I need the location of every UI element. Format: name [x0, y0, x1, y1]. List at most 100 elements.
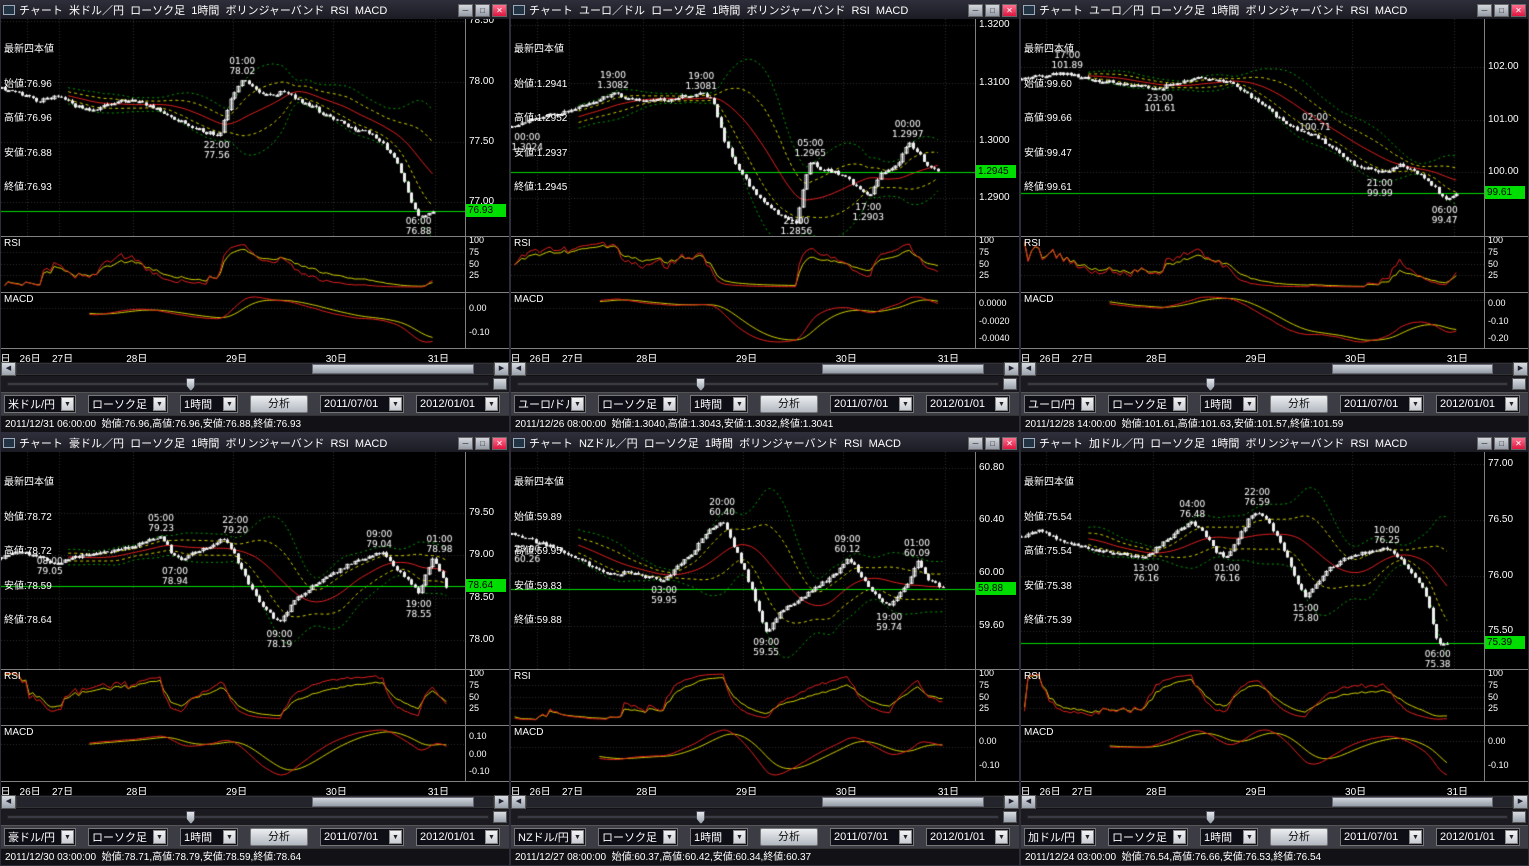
- h-scrollbar[interactable]: ◀ ▶: [1, 795, 509, 809]
- dropdown-arrow-icon[interactable]: ▼: [899, 830, 912, 844]
- analyze-button[interactable]: 分析: [250, 395, 308, 413]
- zoom-slider[interactable]: [1, 809, 509, 825]
- main-chart-canvas[interactable]: [511, 19, 975, 236]
- dropdown-arrow-icon[interactable]: ▼: [1173, 397, 1186, 411]
- scroll-left-button[interactable]: ◀: [511, 795, 526, 809]
- date-from-select[interactable]: 2011/07/01 ▼: [320, 395, 404, 413]
- scrollbar-thumb[interactable]: [822, 797, 984, 807]
- date-from-select[interactable]: 2011/07/01 ▼: [830, 395, 914, 413]
- h-scrollbar[interactable]: ◀ ▶: [1021, 795, 1528, 809]
- scrollbar-track[interactable]: [16, 796, 494, 808]
- titlebar[interactable]: チャート 米ドル／円 ローソク足 1時間 ボリンジャーバンド RSI MACD …: [1, 1, 509, 19]
- scroll-right-button[interactable]: ▶: [1004, 795, 1019, 809]
- dropdown-arrow-icon[interactable]: ▼: [153, 397, 166, 411]
- close-button[interactable]: ✕: [1002, 3, 1017, 17]
- close-button[interactable]: ✕: [492, 436, 507, 450]
- macd-plot[interactable]: MACD: [511, 293, 975, 348]
- scroll-left-button[interactable]: ◀: [1, 795, 16, 809]
- dropdown-arrow-icon[interactable]: ▼: [1081, 830, 1094, 844]
- dropdown-arrow-icon[interactable]: ▼: [1243, 397, 1256, 411]
- dropdown-arrow-icon[interactable]: ▼: [1505, 397, 1518, 411]
- zoom-button[interactable]: [1003, 811, 1017, 823]
- dropdown-arrow-icon[interactable]: ▼: [663, 397, 676, 411]
- zoom-button[interactable]: [1003, 378, 1017, 390]
- zoom-button[interactable]: [1512, 378, 1526, 390]
- main-chart-canvas[interactable]: [511, 452, 975, 669]
- timeframe-select[interactable]: 1時間 ▼: [180, 828, 238, 846]
- zoom-slider-track[interactable]: [1027, 811, 1508, 824]
- minimize-button[interactable]: ─: [968, 436, 983, 450]
- analyze-button[interactable]: 分析: [250, 828, 308, 846]
- dropdown-arrow-icon[interactable]: ▼: [485, 397, 498, 411]
- h-scrollbar[interactable]: ◀ ▶: [1, 362, 509, 376]
- chart-type-select[interactable]: ローソク足 ▼: [1108, 828, 1188, 846]
- scroll-left-button[interactable]: ◀: [1021, 362, 1036, 376]
- zoom-slider[interactable]: [1021, 809, 1528, 825]
- main-chart-canvas[interactable]: [1021, 19, 1484, 236]
- zoom-slider-track[interactable]: [517, 378, 999, 391]
- zoom-slider-thumb[interactable]: [696, 811, 706, 824]
- dropdown-arrow-icon[interactable]: ▼: [61, 830, 74, 844]
- date-from-select[interactable]: 2011/07/01 ▼: [830, 828, 914, 846]
- date-from-select[interactable]: 2011/07/01 ▼: [1340, 395, 1424, 413]
- close-button[interactable]: ✕: [1511, 436, 1526, 450]
- timeframe-select[interactable]: 1時間 ▼: [1200, 828, 1258, 846]
- zoom-slider[interactable]: [511, 376, 1019, 392]
- close-button[interactable]: ✕: [1002, 436, 1017, 450]
- timeframe-select[interactable]: 1時間 ▼: [690, 828, 748, 846]
- close-button[interactable]: ✕: [1511, 3, 1526, 17]
- main-chart-canvas[interactable]: [1, 452, 465, 669]
- dropdown-arrow-icon[interactable]: ▼: [995, 830, 1008, 844]
- close-button[interactable]: ✕: [492, 3, 507, 17]
- dropdown-arrow-icon[interactable]: ▼: [1409, 397, 1422, 411]
- date-to-select[interactable]: 2012/01/01 ▼: [926, 828, 1010, 846]
- pair-select[interactable]: ユーロ/円 ▼: [1024, 395, 1096, 413]
- minimize-button[interactable]: ─: [458, 3, 473, 17]
- scrollbar-thumb[interactable]: [1331, 364, 1493, 374]
- pair-select[interactable]: 豪ドル/円 ▼: [4, 828, 76, 846]
- minimize-button[interactable]: ─: [968, 3, 983, 17]
- rsi-plot[interactable]: RSI: [511, 670, 975, 725]
- dropdown-arrow-icon[interactable]: ▼: [733, 397, 746, 411]
- dropdown-arrow-icon[interactable]: ▼: [389, 397, 402, 411]
- dropdown-arrow-icon[interactable]: ▼: [389, 830, 402, 844]
- pair-select[interactable]: 米ドル/円 ▼: [4, 395, 76, 413]
- macd-plot[interactable]: MACD: [1, 726, 465, 781]
- timeframe-select[interactable]: 1時間 ▼: [180, 395, 238, 413]
- analyze-button[interactable]: 分析: [760, 828, 818, 846]
- minimize-button[interactable]: ─: [1477, 436, 1492, 450]
- scrollbar-track[interactable]: [526, 796, 1004, 808]
- date-to-select[interactable]: 2012/01/01 ▼: [1436, 395, 1520, 413]
- titlebar[interactable]: チャート 豪ドル／円 ローソク足 1時間 ボリンジャーバンド RSI MACD …: [1, 434, 509, 452]
- price-plot[interactable]: 最新四本値 始値:1.2941 高値:1.2952 安値:1.2937 終値:1…: [511, 19, 975, 236]
- dropdown-arrow-icon[interactable]: ▼: [571, 397, 584, 411]
- dropdown-arrow-icon[interactable]: ▼: [1243, 830, 1256, 844]
- zoom-slider[interactable]: [1, 376, 509, 392]
- dropdown-arrow-icon[interactable]: ▼: [485, 830, 498, 844]
- scroll-right-button[interactable]: ▶: [494, 362, 509, 376]
- pair-select[interactable]: 加ドル/円 ▼: [1024, 828, 1096, 846]
- dropdown-arrow-icon[interactable]: ▼: [899, 397, 912, 411]
- maximize-button[interactable]: □: [475, 436, 490, 450]
- dropdown-arrow-icon[interactable]: ▼: [733, 830, 746, 844]
- pair-select[interactable]: ユーロ/ドル ▼: [514, 395, 586, 413]
- macd-plot[interactable]: MACD: [1, 293, 465, 348]
- titlebar[interactable]: チャート ユーロ／ドル ローソク足 1時間 ボリンジャーバンド RSI MACD…: [511, 1, 1019, 19]
- scrollbar-thumb[interactable]: [822, 364, 984, 374]
- maximize-button[interactable]: □: [1494, 436, 1509, 450]
- macd-plot[interactable]: MACD: [1021, 293, 1484, 348]
- scrollbar-thumb[interactable]: [1331, 797, 1493, 807]
- dropdown-arrow-icon[interactable]: ▼: [1081, 397, 1094, 411]
- scrollbar-track[interactable]: [16, 363, 494, 375]
- price-plot[interactable]: 最新四本値 始値:76.96 高値:76.96 安値:76.88 終値:76.9…: [1, 19, 465, 236]
- date-to-select[interactable]: 2012/01/01 ▼: [926, 395, 1010, 413]
- dropdown-arrow-icon[interactable]: ▼: [1173, 830, 1186, 844]
- titlebar[interactable]: チャート 加ドル／円 ローソク足 1時間 ボリンジャーバンド RSI MACD …: [1021, 434, 1528, 452]
- rsi-plot[interactable]: RSI: [1021, 670, 1484, 725]
- chart-type-select[interactable]: ローソク足 ▼: [598, 828, 678, 846]
- dropdown-arrow-icon[interactable]: ▼: [571, 830, 584, 844]
- date-to-select[interactable]: 2012/01/01 ▼: [416, 395, 500, 413]
- scroll-right-button[interactable]: ▶: [1513, 362, 1528, 376]
- dropdown-arrow-icon[interactable]: ▼: [1505, 830, 1518, 844]
- dropdown-arrow-icon[interactable]: ▼: [223, 397, 236, 411]
